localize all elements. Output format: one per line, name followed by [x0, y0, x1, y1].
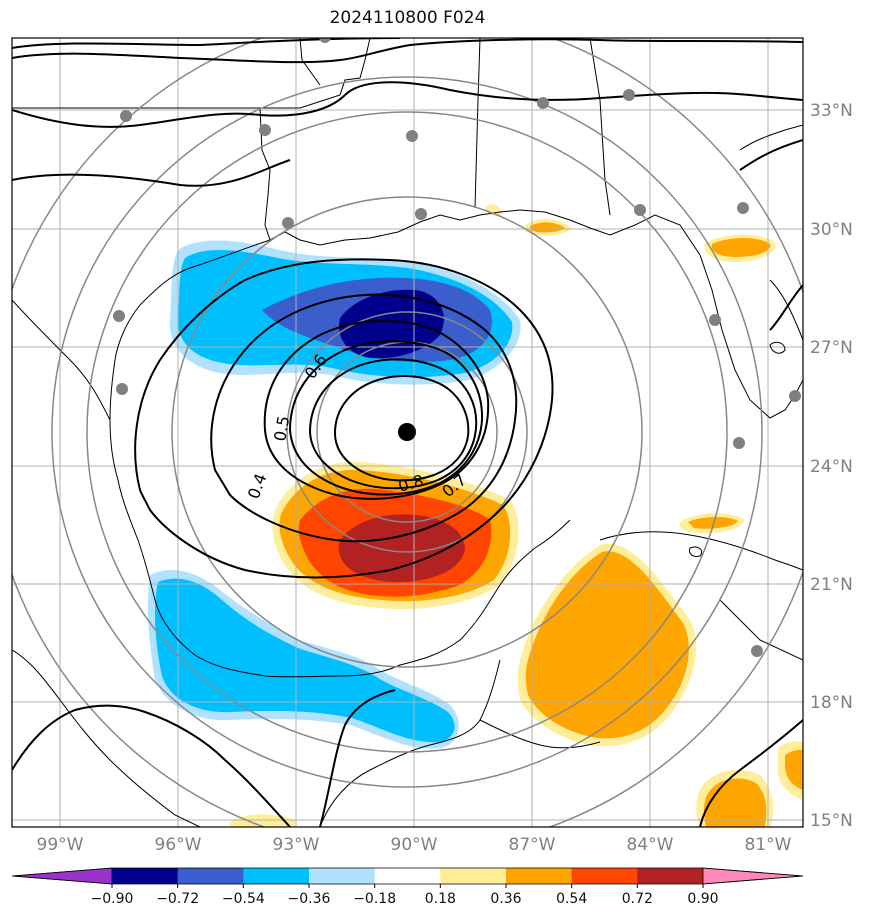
colorbar-extend-low — [11, 867, 113, 885]
lat-label: 15°N — [810, 811, 853, 831]
coastlines — [12, 38, 803, 827]
colorbar-segment — [112, 868, 179, 884]
lat-label: 27°N — [810, 338, 853, 358]
colorbar-tick-label: −0.54 — [222, 891, 265, 907]
colorbar-segment — [440, 868, 507, 884]
negative-shading — [147, 240, 521, 749]
storm-center-marker — [398, 423, 416, 441]
contour-label: 0.5 — [270, 414, 293, 442]
lat-label: 21°N — [810, 575, 853, 595]
colorbar-segments — [11, 867, 804, 885]
positive-shading — [230, 203, 803, 827]
lon-label: 81°W — [745, 835, 792, 855]
colorbar-segment — [506, 868, 573, 884]
colorbar-segment — [571, 868, 638, 884]
colorbar-tick-label: 0.72 — [622, 891, 653, 907]
contours — [12, 38, 803, 827]
colorbar-segment — [637, 868, 704, 884]
colorbar-tick-label: 0.90 — [687, 891, 718, 907]
longitude-labels: 99°W 96°W 93°W 90°W 87°W 84°W 81°W — [37, 835, 792, 855]
colorbar-segment — [243, 868, 310, 884]
islands — [689, 341, 786, 557]
colorbar-tick-label: −0.18 — [353, 891, 396, 907]
lat-label: 24°N — [810, 457, 853, 477]
lat-label: 33°N — [810, 101, 853, 121]
lon-label: 90°W — [391, 835, 438, 855]
lat-label: 18°N — [810, 693, 853, 713]
latitude-labels: 33°N 30°N 27°N 24°N 21°N 18°N 15°N — [810, 101, 853, 831]
colorbar-segment — [374, 868, 441, 884]
lon-label: 96°W — [155, 835, 202, 855]
colorbar-tick-label: 0.18 — [425, 891, 456, 907]
colorbar: −0.90 −0.72 −0.54 −0.36 −0.18 0.18 0.36 0.54 0.7… — [11, 867, 804, 907]
map-frame — [11, 37, 804, 828]
lat-label: 30°N — [810, 220, 853, 240]
lon-label: 93°W — [273, 835, 320, 855]
colorbar-tick-label: −0.72 — [156, 891, 199, 907]
range-rings — [12, 38, 803, 827]
lon-label: 99°W — [37, 835, 84, 855]
colorbar-tick-label: −0.36 — [288, 891, 331, 907]
colorbar-tick-label: 0.54 — [556, 891, 587, 907]
colorbar-segment — [177, 868, 244, 884]
colorbar-segment — [309, 868, 376, 884]
lon-label: 84°W — [627, 835, 674, 855]
colorbar-ticks: −0.90 −0.72 −0.54 −0.36 −0.18 0.18 0.36 0.54 0.7… — [91, 884, 719, 907]
colorbar-tick-label: 0.36 — [490, 891, 521, 907]
graticule — [12, 38, 803, 827]
lon-label: 87°W — [509, 835, 556, 855]
station-markers — [113, 38, 801, 657]
colorbar-tick-label: −0.90 — [91, 891, 134, 907]
colorbar-extend-high — [702, 867, 804, 885]
map-title: 2024110800 F024 — [329, 8, 486, 28]
